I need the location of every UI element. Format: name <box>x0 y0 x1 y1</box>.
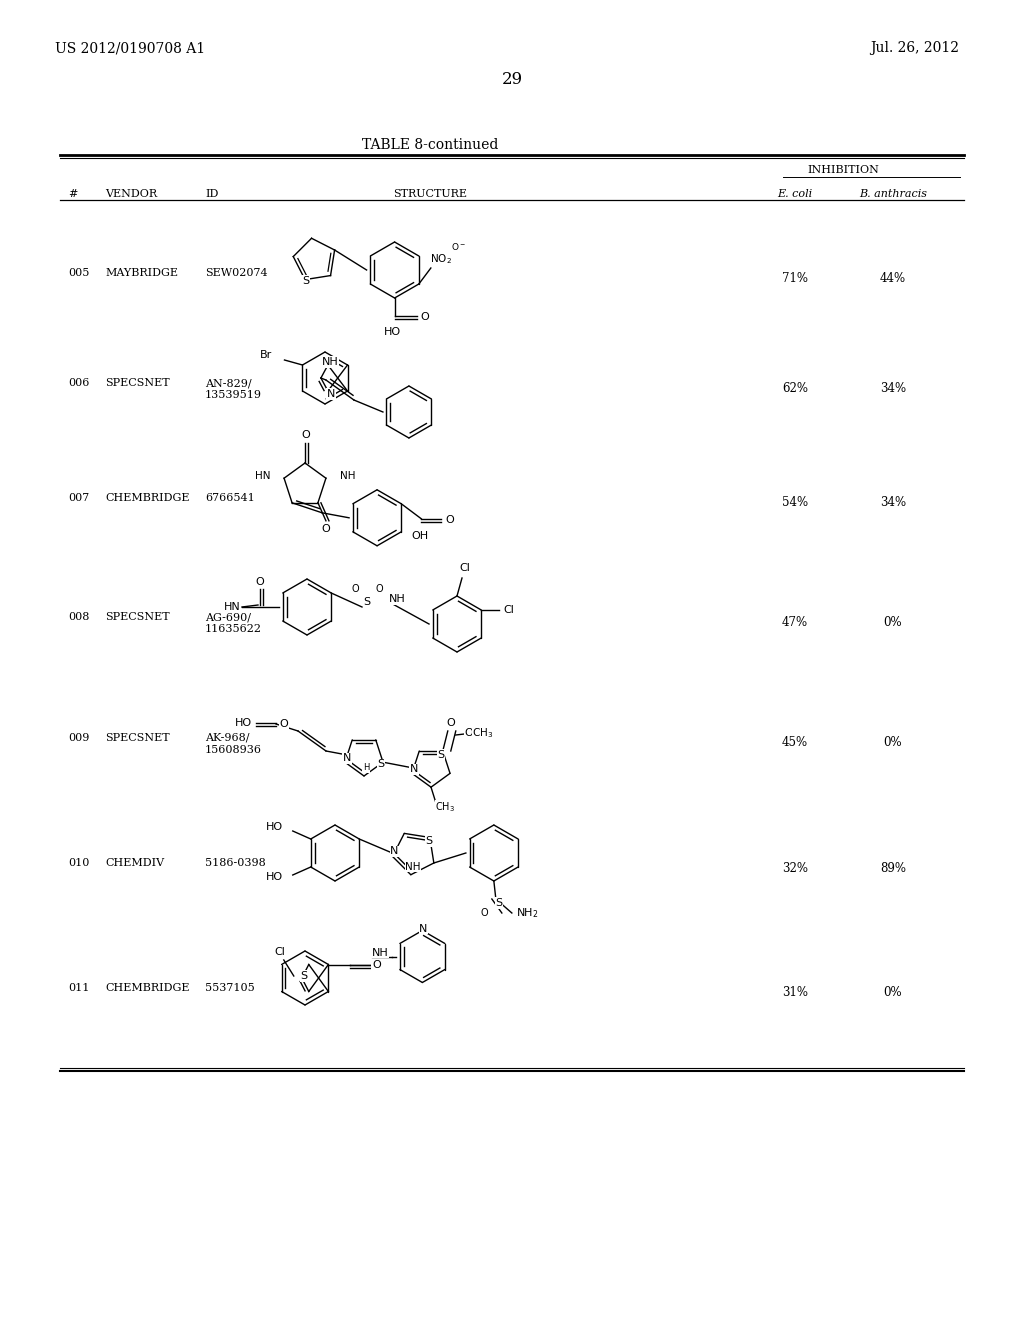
Text: NH: NH <box>406 862 421 871</box>
Text: CHEMDIV: CHEMDIV <box>105 858 164 869</box>
Text: Cl: Cl <box>274 946 286 957</box>
Text: O: O <box>302 430 310 440</box>
Text: 011: 011 <box>68 983 89 993</box>
Text: HN: HN <box>255 471 270 482</box>
Text: N: N <box>343 754 351 763</box>
Text: 31%: 31% <box>782 986 808 999</box>
Text: 89%: 89% <box>880 862 906 874</box>
Text: #: # <box>68 189 78 199</box>
Text: 5186-0398: 5186-0398 <box>205 858 266 869</box>
Text: O: O <box>256 577 264 587</box>
Text: NH: NH <box>322 356 338 367</box>
Text: ID: ID <box>205 189 218 199</box>
Text: 010: 010 <box>68 858 89 869</box>
Text: NH$_2$: NH$_2$ <box>516 906 539 920</box>
Text: B. anthracis: B. anthracis <box>859 189 927 199</box>
Text: NH: NH <box>389 594 406 605</box>
Text: INHIBITION: INHIBITION <box>807 165 879 176</box>
Text: 008: 008 <box>68 612 89 622</box>
Text: 45%: 45% <box>782 737 808 750</box>
Text: 0%: 0% <box>884 615 902 628</box>
Text: S: S <box>302 276 309 285</box>
Text: TABLE 8-continued: TABLE 8-continued <box>361 139 499 152</box>
Text: AK-968/
15608936: AK-968/ 15608936 <box>205 733 262 755</box>
Text: O: O <box>480 908 487 917</box>
Text: 009: 009 <box>68 733 89 743</box>
Text: STRUCTURE: STRUCTURE <box>393 189 467 199</box>
Text: HO: HO <box>265 873 283 882</box>
Text: 34%: 34% <box>880 381 906 395</box>
Text: 005: 005 <box>68 268 89 279</box>
Text: N: N <box>410 764 418 775</box>
Text: MAYBRIDGE: MAYBRIDGE <box>105 268 178 279</box>
Text: O: O <box>351 583 358 594</box>
Text: E. coli: E. coli <box>777 189 813 199</box>
Text: SEW02074: SEW02074 <box>205 268 267 279</box>
Text: O: O <box>280 719 289 729</box>
Text: NH: NH <box>372 948 389 957</box>
Text: AG-690/
11635622: AG-690/ 11635622 <box>205 612 262 634</box>
Text: O: O <box>465 729 473 738</box>
Text: HO: HO <box>265 822 283 832</box>
Text: 32%: 32% <box>782 862 808 874</box>
Text: SPECSNET: SPECSNET <box>105 378 170 388</box>
Text: HO: HO <box>234 718 252 729</box>
Text: 5537105: 5537105 <box>205 983 255 993</box>
Text: 006: 006 <box>68 378 89 388</box>
Text: O: O <box>372 961 381 970</box>
Text: 62%: 62% <box>782 381 808 395</box>
Text: O: O <box>322 524 331 533</box>
Text: VENDOR: VENDOR <box>105 189 157 199</box>
Text: S: S <box>425 837 432 846</box>
Text: HN: HN <box>223 602 241 612</box>
Text: N: N <box>390 846 398 857</box>
Text: 54%: 54% <box>782 496 808 510</box>
Text: S: S <box>437 750 444 760</box>
Text: CH$_3$: CH$_3$ <box>472 726 494 741</box>
Text: O: O <box>420 312 429 322</box>
Text: Cl: Cl <box>460 564 470 573</box>
Text: HO: HO <box>384 327 401 337</box>
Text: S: S <box>496 898 503 908</box>
Text: 47%: 47% <box>782 615 808 628</box>
Text: O: O <box>375 583 383 594</box>
Text: US 2012/0190708 A1: US 2012/0190708 A1 <box>55 41 205 55</box>
Text: CH$_3$: CH$_3$ <box>435 800 455 814</box>
Text: OH: OH <box>412 531 429 541</box>
Text: S: S <box>364 597 371 607</box>
Text: S: S <box>300 972 307 981</box>
Text: AN-829/
13539519: AN-829/ 13539519 <box>205 378 262 400</box>
Text: H: H <box>362 763 370 772</box>
Text: 44%: 44% <box>880 272 906 285</box>
Text: Cl: Cl <box>504 605 515 615</box>
Text: 0%: 0% <box>884 986 902 999</box>
Text: N: N <box>419 924 428 933</box>
Text: O: O <box>445 515 454 525</box>
Text: SPECSNET: SPECSNET <box>105 733 170 743</box>
Text: 0%: 0% <box>884 737 902 750</box>
Text: 34%: 34% <box>880 496 906 510</box>
Text: CHEMBRIDGE: CHEMBRIDGE <box>105 983 189 993</box>
Text: NH: NH <box>340 471 355 482</box>
Text: Br: Br <box>260 350 272 360</box>
Text: Jul. 26, 2012: Jul. 26, 2012 <box>870 41 959 55</box>
Text: SPECSNET: SPECSNET <box>105 612 170 622</box>
Text: O: O <box>446 718 455 729</box>
Text: S: S <box>378 759 385 770</box>
Text: 007: 007 <box>68 492 89 503</box>
Text: NO$_2$: NO$_2$ <box>430 252 452 265</box>
Text: CHEMBRIDGE: CHEMBRIDGE <box>105 492 189 503</box>
Text: 29: 29 <box>502 71 522 88</box>
Text: 71%: 71% <box>782 272 808 285</box>
Text: N: N <box>327 389 335 399</box>
Text: O$^-$: O$^-$ <box>452 240 466 252</box>
Text: 6766541: 6766541 <box>205 492 255 503</box>
